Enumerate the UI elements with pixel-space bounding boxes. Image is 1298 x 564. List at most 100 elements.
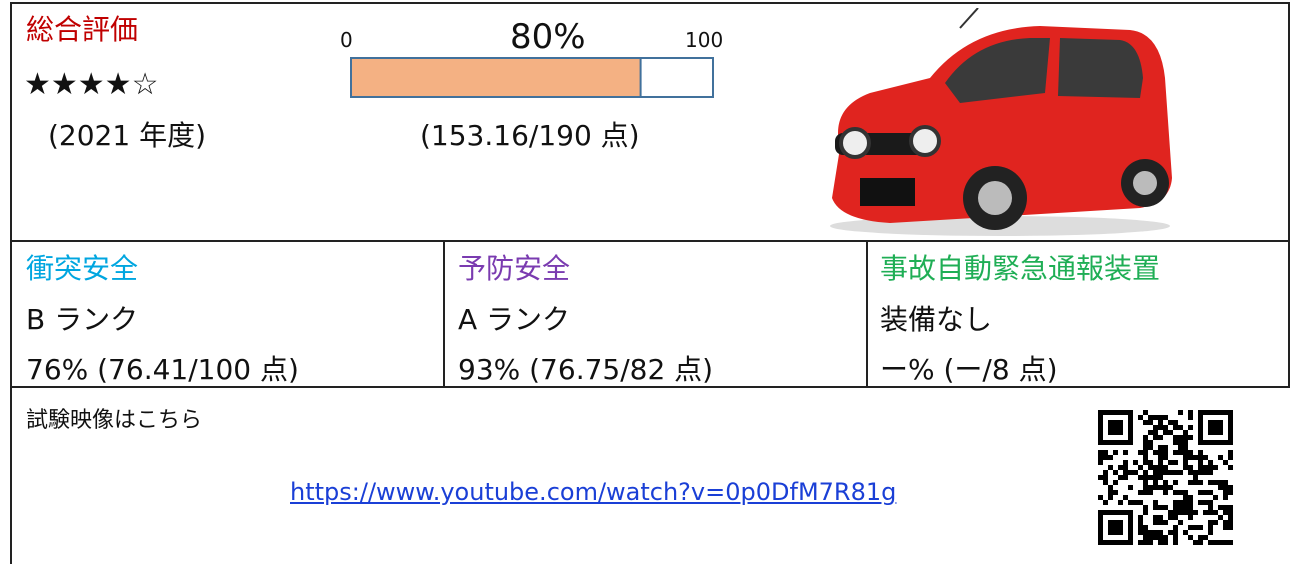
qr-module xyxy=(1148,415,1153,420)
qr-module xyxy=(1223,495,1228,500)
qr-module xyxy=(1228,540,1233,545)
qr-module xyxy=(1098,460,1103,465)
qr-module xyxy=(1228,485,1233,490)
qr-finder xyxy=(1108,520,1123,535)
qr-finder xyxy=(1208,420,1223,435)
divider xyxy=(10,386,1290,388)
qr-module xyxy=(1198,460,1203,465)
qr-module xyxy=(1148,460,1153,465)
qr-module xyxy=(1158,515,1163,520)
qr-module xyxy=(1153,535,1158,540)
qr-module xyxy=(1198,535,1203,540)
qr-module xyxy=(1153,430,1158,435)
qr-module xyxy=(1138,515,1143,520)
qr-module xyxy=(1158,485,1163,490)
qr-module xyxy=(1138,450,1143,455)
qr-module xyxy=(1173,540,1178,545)
qr-module xyxy=(1188,495,1193,500)
qr-module xyxy=(1128,470,1133,475)
qr-module xyxy=(1183,495,1188,500)
qr-module xyxy=(1228,510,1233,515)
qr-module xyxy=(1123,465,1128,470)
qr-module xyxy=(1188,465,1193,470)
qr-module xyxy=(1163,535,1168,540)
video-link[interactable]: https://www.youtube.com/watch?v=0p0DfM7R… xyxy=(290,478,897,506)
qr-module xyxy=(1143,535,1148,540)
qr-module xyxy=(1173,425,1178,430)
qr-module xyxy=(1143,450,1148,455)
qr-module xyxy=(1108,490,1113,495)
qr-module xyxy=(1213,520,1218,525)
qr-module xyxy=(1143,445,1148,450)
section-score: ー% (ー/8 点) xyxy=(880,353,1058,386)
qr-module xyxy=(1198,490,1203,495)
qr-module xyxy=(1188,410,1193,415)
qr-module xyxy=(1158,445,1163,450)
qr-module xyxy=(1133,500,1138,505)
qr-module xyxy=(1228,465,1233,470)
qr-module xyxy=(1223,485,1228,490)
qr-module xyxy=(1178,490,1183,495)
qr-module xyxy=(1103,450,1108,455)
qr-module xyxy=(1173,470,1178,475)
qr-module xyxy=(1218,485,1223,490)
qr-module xyxy=(1123,470,1128,475)
qr-module xyxy=(1143,460,1148,465)
qr-module xyxy=(1173,510,1178,515)
qr-module xyxy=(1193,480,1198,485)
qr-module xyxy=(1213,465,1218,470)
qr-module xyxy=(1178,445,1183,450)
section-score: 76% (76.41/100 点) xyxy=(26,353,299,386)
qr-module xyxy=(1143,410,1148,415)
qr-module xyxy=(1183,435,1188,440)
overall-title: 総合評価 xyxy=(26,13,139,46)
qr-module xyxy=(1123,495,1128,500)
qr-module xyxy=(1138,520,1143,525)
qr-module xyxy=(1133,470,1138,475)
qr-module xyxy=(1143,420,1148,425)
qr-module xyxy=(1153,520,1158,525)
qr-module xyxy=(1208,500,1213,505)
qr-module xyxy=(1158,450,1163,455)
qr-module xyxy=(1173,440,1178,445)
qr-module xyxy=(1193,525,1198,530)
qr-module xyxy=(1103,455,1108,460)
qr-module xyxy=(1168,515,1173,520)
qr-module xyxy=(1163,445,1168,450)
qr-module xyxy=(1228,490,1233,495)
qr-module xyxy=(1183,455,1188,460)
qr-module xyxy=(1148,440,1153,445)
qr-module xyxy=(1163,425,1168,430)
qr-module xyxy=(1143,455,1148,460)
qr-module xyxy=(1123,450,1128,455)
bar-fill xyxy=(350,57,642,98)
qr-module xyxy=(1223,480,1228,485)
qr-module xyxy=(1228,455,1233,460)
qr-module xyxy=(1158,470,1163,475)
qr-module xyxy=(1158,425,1163,430)
qr-module xyxy=(1173,515,1178,520)
qr-module xyxy=(1223,520,1228,525)
qr-module xyxy=(1223,490,1228,495)
qr-module xyxy=(1203,500,1208,505)
qr-module xyxy=(1223,460,1228,465)
qr-module xyxy=(1163,485,1168,490)
qr-module xyxy=(1173,435,1178,440)
qr-module xyxy=(1108,465,1113,470)
qr-module xyxy=(1158,540,1163,545)
qr-module xyxy=(1178,505,1183,510)
qr-module xyxy=(1198,450,1203,455)
qr-module xyxy=(1173,420,1178,425)
qr-module xyxy=(1188,435,1193,440)
qr-module xyxy=(1203,470,1208,475)
qr-module xyxy=(1148,540,1153,545)
qr-module xyxy=(1198,470,1203,475)
qr-module xyxy=(1173,450,1178,455)
qr-module xyxy=(1158,475,1163,480)
qr-module xyxy=(1178,500,1183,505)
qr-module xyxy=(1218,480,1223,485)
qr-module xyxy=(1153,475,1158,480)
qr-module xyxy=(1208,510,1213,515)
qr-module xyxy=(1138,465,1143,470)
qr-module xyxy=(1228,520,1233,525)
